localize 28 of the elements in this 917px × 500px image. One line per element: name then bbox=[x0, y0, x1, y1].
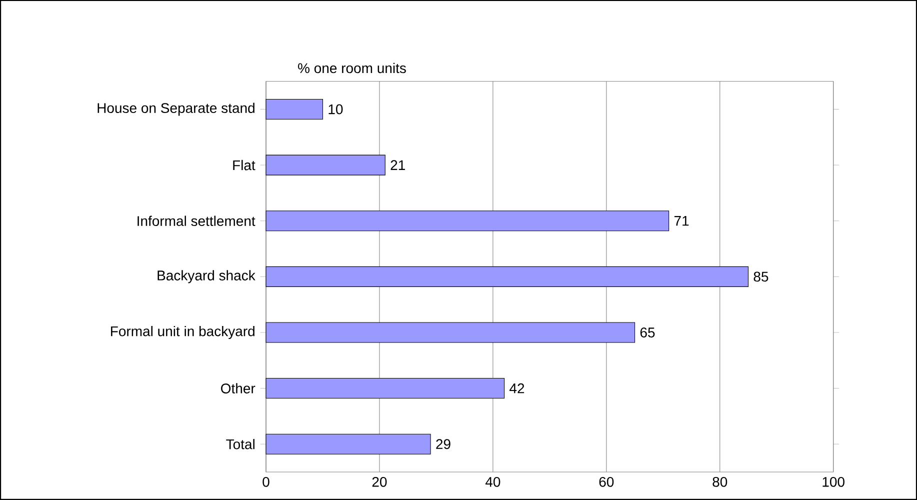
bar bbox=[266, 210, 670, 232]
data-label: 21 bbox=[390, 160, 405, 170]
y-tick-label: Other bbox=[221, 383, 256, 394]
y-tick-label: Formal unit in backyard bbox=[111, 326, 254, 340]
x-tick-label: 20 bbox=[372, 476, 387, 487]
y-tick-label: Backyard shack bbox=[158, 270, 256, 284]
data-label: 10 bbox=[328, 104, 343, 114]
x-tick-label: 40 bbox=[485, 476, 500, 487]
data-label: 65 bbox=[640, 328, 655, 338]
y-tick-label: Flat bbox=[233, 160, 256, 170]
data-label: 42 bbox=[510, 383, 524, 394]
x-tick-label: 60 bbox=[599, 476, 614, 487]
y-tick-label: Total bbox=[226, 438, 254, 450]
data-label: 85 bbox=[754, 272, 768, 282]
bar bbox=[266, 322, 636, 343]
bar bbox=[266, 98, 324, 120]
chart-title: % one room units bbox=[298, 62, 406, 74]
x-tick-label: 80 bbox=[712, 476, 728, 487]
y-tick-label: Informal settlement bbox=[138, 216, 256, 226]
y-tick-label: House on Separate stand bbox=[98, 102, 254, 116]
data-label: 29 bbox=[436, 439, 450, 450]
x-tick-label: 0 bbox=[262, 476, 270, 487]
bar bbox=[266, 378, 505, 399]
x-tick-label: 100 bbox=[822, 476, 844, 487]
bar bbox=[266, 266, 749, 287]
bar bbox=[266, 154, 386, 176]
data-label: 71 bbox=[674, 216, 689, 226]
bar bbox=[266, 434, 431, 454]
